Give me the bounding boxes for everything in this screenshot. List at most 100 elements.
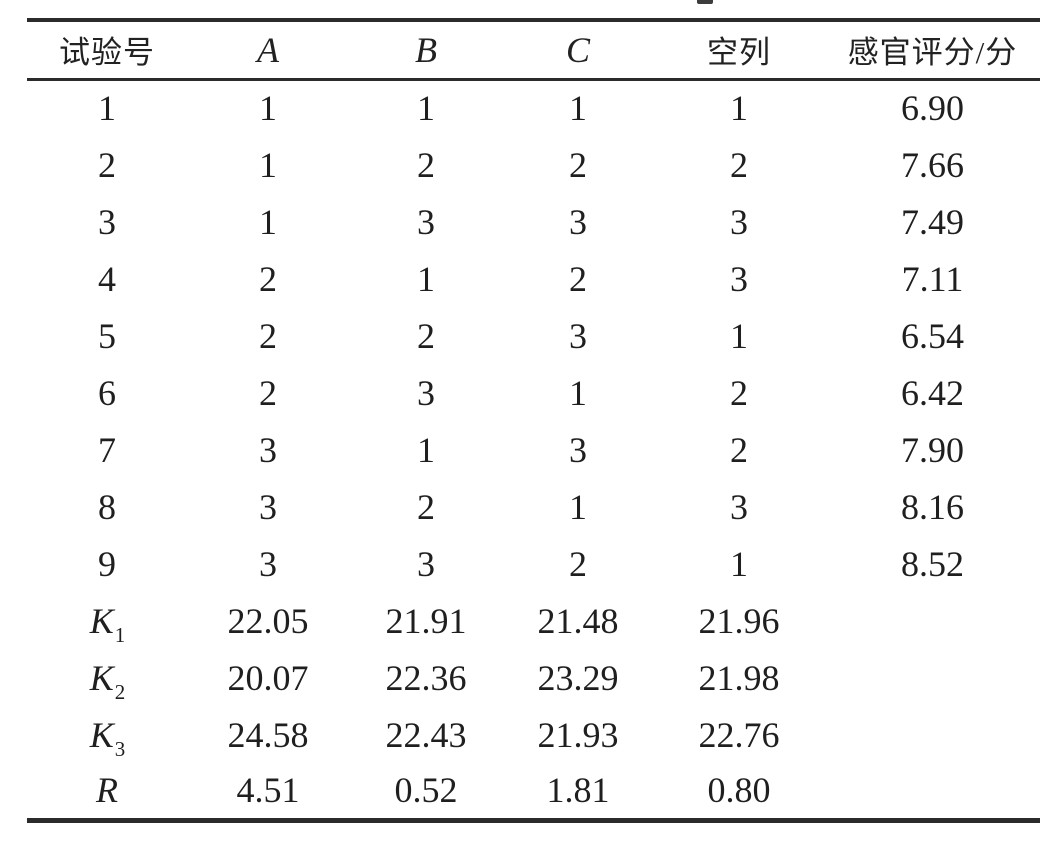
table-cell: 8: [98, 486, 116, 527]
table-cell: 7.66: [901, 144, 964, 185]
orthogonal-test-table: 试验号 A B C 空列 感官评分/分 1 1 1 1 1 6.90 2 1 2…: [27, 18, 1040, 823]
table-cell: 1.81: [546, 770, 610, 811]
table-cell: 3: [98, 201, 116, 242]
table-cell: 5: [98, 315, 116, 356]
stat-row-k1: K1 22.05 21.91 21.48 21.96: [27, 592, 1040, 649]
table-cell: 2: [730, 372, 748, 413]
table-cell: 3: [730, 258, 748, 299]
table-row: 1 1 1 1 1 6.90: [27, 79, 1040, 136]
table-cell: 3: [569, 201, 587, 242]
table-cell: 22.05: [227, 600, 309, 641]
table-cell: 1: [259, 144, 277, 185]
column-header-sensory-score: 感官评分/分: [825, 20, 1040, 81]
stat-label-k2: K2: [27, 649, 187, 706]
stat-label-k1: K1: [27, 592, 187, 649]
table-cell: 7.90: [901, 429, 964, 470]
table-cell: 21.93: [537, 714, 619, 755]
table-cell: 0.52: [394, 770, 458, 811]
table-row: 8 3 2 1 3 8.16: [27, 478, 1040, 535]
table-cell: 1: [259, 88, 277, 129]
table-cell: 21.48: [537, 600, 619, 641]
table-row: 5 2 2 3 1 6.54: [27, 307, 1040, 364]
table-cell: 8.16: [901, 486, 964, 527]
stat-label-subscript: 1: [114, 622, 126, 647]
table-row: 2 1 2 2 2 7.66: [27, 136, 1040, 193]
table-cell: 6: [98, 372, 116, 413]
table-cell: 23.29: [537, 657, 619, 698]
header-row: 试验号 A B C 空列 感官评分/分: [27, 20, 1040, 81]
table-cell: 3: [569, 429, 587, 470]
cropped-caption-glyph-fragment: [697, 0, 713, 4]
stat-label-range: R: [27, 763, 187, 820]
table-cell: 3: [417, 543, 435, 584]
table-cell: 1: [259, 201, 277, 242]
table-cell: 4: [98, 258, 116, 299]
table-cell: 1: [569, 372, 587, 413]
table-cell: 2: [730, 429, 748, 470]
stat-label-subscript: 2: [114, 679, 126, 704]
table-cell: 21.98: [698, 657, 780, 698]
table-cell: 2: [417, 486, 435, 527]
table-cell: 2: [259, 372, 277, 413]
table-cell: 21.91: [385, 600, 467, 641]
table-row: 9 3 3 2 1 8.52: [27, 535, 1040, 592]
table-cell: 22.36: [385, 657, 467, 698]
table-cell: [825, 763, 1040, 820]
table-cell: 1: [569, 486, 587, 527]
stat-label-base: R: [96, 770, 118, 811]
table-cell: 3: [417, 372, 435, 413]
table-cell: 9: [98, 543, 116, 584]
table-cell: 1: [98, 88, 116, 129]
table-cell: 1: [417, 429, 435, 470]
table-cell: 1: [569, 88, 587, 129]
table-cell: 2: [569, 543, 587, 584]
table-cell: 6.42: [901, 372, 964, 413]
stat-row-k2: K2 20.07 22.36 23.29 21.98: [27, 649, 1040, 706]
table-cell: 7.11: [901, 258, 964, 299]
table-cell: 2: [417, 315, 435, 356]
table-cell: [825, 649, 1040, 706]
table-cell: 1: [417, 258, 435, 299]
stat-row-range: R 4.51 0.52 1.81 0.80: [27, 763, 1040, 820]
table-cell: 22.43: [385, 714, 467, 755]
table-cell: 3: [417, 201, 435, 242]
table-row: 4 2 1 2 3 7.11: [27, 250, 1040, 307]
table-cell: 20.07: [227, 657, 309, 698]
table-cell: 2: [259, 258, 277, 299]
table-cell: 2: [259, 315, 277, 356]
column-header-blank-column: 空列: [653, 20, 825, 81]
table-cell: 7: [98, 429, 116, 470]
table-cell: 4.51: [236, 770, 300, 811]
table-row: 3 1 3 3 3 7.49: [27, 193, 1040, 250]
stat-label-base: K: [89, 600, 114, 641]
column-header-trial-number: 试验号: [27, 20, 187, 81]
table-cell: 21.96: [698, 600, 780, 641]
table-cell: 1: [730, 88, 748, 129]
table-cell: 2: [98, 144, 116, 185]
table-cell: 1: [730, 315, 748, 356]
table-cell: 3: [259, 486, 277, 527]
table-cell: 2: [417, 144, 435, 185]
table-cell: 3: [569, 315, 587, 356]
table-cell: 2: [569, 258, 587, 299]
table-cell: 3: [259, 543, 277, 584]
column-header-factor-a: A: [187, 20, 349, 81]
table-row: 6 2 3 1 2 6.42: [27, 364, 1040, 421]
table-cell: 3: [259, 429, 277, 470]
table-cell: 3: [730, 201, 748, 242]
stat-label-base: K: [89, 657, 114, 698]
column-header-factor-b: B: [349, 20, 503, 81]
table-cell: 2: [730, 144, 748, 185]
table-cell: [825, 706, 1040, 763]
table-row: 7 3 1 3 2 7.90: [27, 421, 1040, 478]
table-cell: 2: [569, 144, 587, 185]
table-cell: 6.54: [901, 315, 964, 356]
table-cell: [825, 592, 1040, 649]
table-cell: 24.58: [227, 714, 309, 755]
table-cell: 3: [730, 486, 748, 527]
column-header-factor-c: C: [503, 20, 653, 81]
table-cell: 1: [417, 88, 435, 129]
stat-row-k3: K3 24.58 22.43 21.93 22.76: [27, 706, 1040, 763]
table-cell: 22.76: [698, 714, 780, 755]
